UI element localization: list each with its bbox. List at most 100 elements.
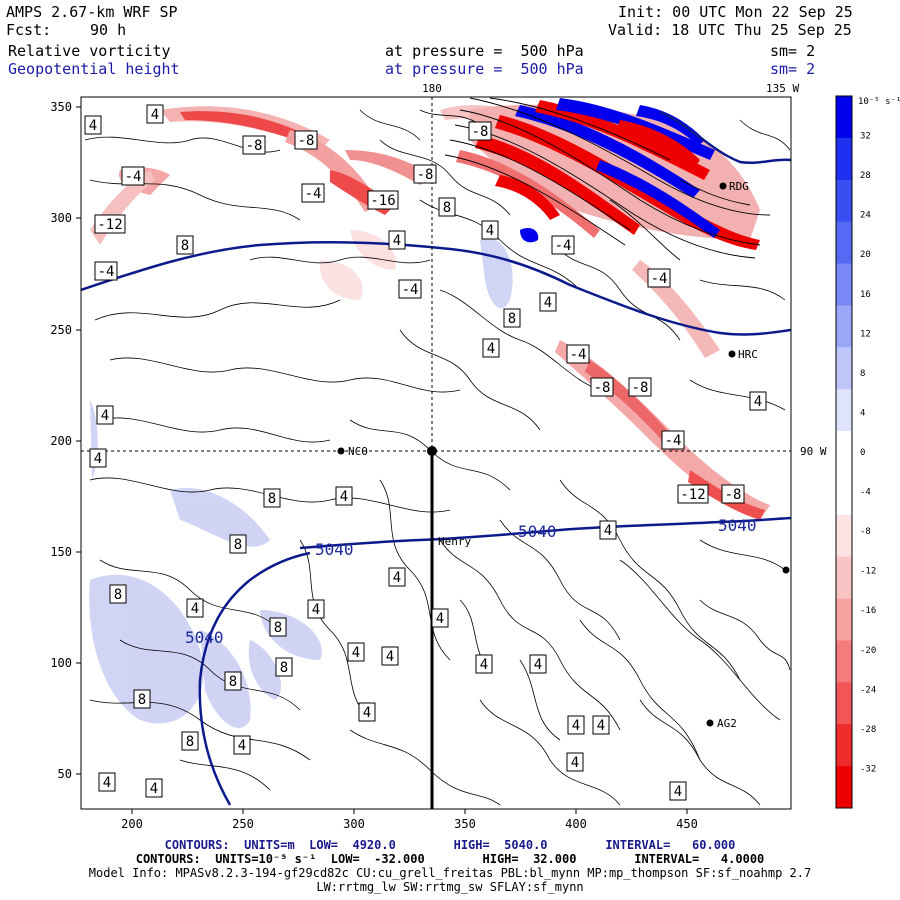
vorticity-label: 8 <box>268 491 276 507</box>
vorticity-label-box <box>335 486 353 506</box>
x-tick-label: 350 <box>454 817 476 831</box>
y-tick-label: 300 <box>50 211 72 225</box>
vorticity-label: -4 <box>570 347 587 363</box>
vorticity-label: -4 <box>651 271 668 287</box>
vorticity-label: -4 <box>402 282 419 298</box>
colorbar-swatch <box>836 347 852 390</box>
vorticity-label: 4 <box>480 657 488 673</box>
vorticity-label: -16 <box>370 193 395 209</box>
vorticity-label: 4 <box>572 718 580 734</box>
vorticity-label: -8 <box>594 380 611 396</box>
x-tick-label: 200 <box>121 817 143 831</box>
model-title: AMPS 2.67-km WRF SP <box>6 3 178 21</box>
colorbar-tick-label: 32 <box>860 132 871 142</box>
vorticity-contours <box>84 109 791 806</box>
vorticity-label-box <box>96 405 114 425</box>
colorbar-swatch <box>836 556 852 600</box>
vorticity-label-box <box>84 115 102 135</box>
field2-name: Geopotential height <box>8 60 180 78</box>
vorticity-label-box <box>677 484 709 504</box>
vorticity-label-box <box>413 164 437 184</box>
colorbar-swatch <box>836 431 852 474</box>
vorticity-label-box <box>388 567 406 587</box>
vorticity-label: 8 <box>443 200 451 216</box>
strong-vorticity-band <box>456 98 760 250</box>
vorticity-label: 4 <box>674 784 682 800</box>
y-tick-label: 100 <box>50 656 72 670</box>
vorticity-label: 4 <box>94 451 102 467</box>
colorbar-swatch <box>836 598 852 641</box>
vorticity-label: 4 <box>386 649 394 665</box>
colorbar-swatch <box>836 682 852 725</box>
vorticity-label: 4 <box>312 602 320 618</box>
vorticity-label-box <box>233 735 251 755</box>
colorbar-tick-label: 28 <box>860 171 871 181</box>
vorticity-label-box <box>590 377 614 397</box>
vorticity-label: 4 <box>340 489 348 505</box>
vorticity-label: 4 <box>101 408 109 424</box>
vorticity-label-box <box>301 183 325 203</box>
y-tick-label: 200 <box>50 434 72 448</box>
vorticity-label: 8 <box>229 674 237 690</box>
vorticity-label: 8 <box>181 238 189 254</box>
colorbar-tick-label: -16 <box>860 606 876 616</box>
station-dot <box>728 350 736 358</box>
vorticity-label-box <box>388 230 406 250</box>
lon-label-180: 180 <box>422 82 442 95</box>
field1-name: Relative vorticity <box>8 42 171 60</box>
height-contour-info: CONTOURS: UNITS=m LOW= 4920.0 HIGH= 5040… <box>164 838 736 852</box>
vorticity-label: 8 <box>234 537 242 553</box>
vorticity-label: 4 <box>571 755 579 771</box>
x-tick-label: 300 <box>343 817 365 831</box>
vorticity-label-box <box>94 214 126 234</box>
colorbar-tick-label: -4 <box>860 488 871 498</box>
vorticity-label: -4 <box>305 186 322 202</box>
colorbar-tick-label: 4 <box>860 408 865 418</box>
colorbar-tick-label: 12 <box>860 329 871 339</box>
station-dot <box>706 719 714 727</box>
colorbar-tick-label: 24 <box>860 211 871 221</box>
colorbar-unit: 10⁻⁵ s⁻¹ <box>858 97 900 107</box>
colorbar-swatch <box>836 263 852 306</box>
field1-smoothing: sm= 2 <box>770 42 816 60</box>
station-label: AG2 <box>717 717 737 730</box>
height-label: 5040 <box>718 516 757 535</box>
y-tick-label: 50 <box>58 767 72 781</box>
vorticity-label-box <box>628 377 652 397</box>
vorticity-label: -4 <box>555 238 572 254</box>
colorbar-swatch <box>836 724 852 767</box>
vorticity-label-box <box>347 642 365 662</box>
vorticity-label-box <box>263 488 281 508</box>
vorticity-label-box <box>566 752 584 772</box>
colorbar-swatch <box>836 96 852 139</box>
vorticity-label: 4 <box>436 611 444 627</box>
vorticity-label: 8 <box>186 734 194 750</box>
vorticity-label-box <box>599 520 617 540</box>
colorbar-swatch <box>836 389 852 432</box>
vorticity-label-box <box>482 338 500 358</box>
station-dot <box>719 182 727 190</box>
vorticity-label: -4 <box>98 264 115 280</box>
vorticity-label-box <box>358 702 376 722</box>
colorbar-tick-label: -8 <box>860 527 871 537</box>
height-contour-labels: 5040 5040 5040 5040 <box>185 516 757 647</box>
vorticity-label: 4 <box>754 394 762 410</box>
station-label: NCO <box>348 445 368 458</box>
vorticity-label-box <box>749 391 767 411</box>
colorbar-tick-label: -20 <box>860 646 876 656</box>
station-dot <box>337 447 345 455</box>
vorticity-label-box <box>89 448 107 468</box>
vorticity-label: 4 <box>534 657 542 673</box>
vorticity-contour-info: CONTOURS: UNITS=10⁻⁵ s⁻¹ LOW= -32.000 HI… <box>135 852 765 866</box>
vorticity-label-box <box>109 584 127 604</box>
vorticity-label-box <box>661 430 685 450</box>
vorticity-label: -8 <box>472 124 489 140</box>
vorticity-label-box <box>94 261 118 281</box>
model-info: Model Info: MPASv8.2.3-194-gf29cd82c CU:… <box>88 866 812 880</box>
vorticity-label-box <box>307 599 325 619</box>
vorticity-label: 4 <box>150 781 158 797</box>
colorbar-tick-label: -32 <box>860 764 876 774</box>
vorticity-label-box <box>669 781 687 801</box>
vorticity-label-box <box>398 279 422 299</box>
